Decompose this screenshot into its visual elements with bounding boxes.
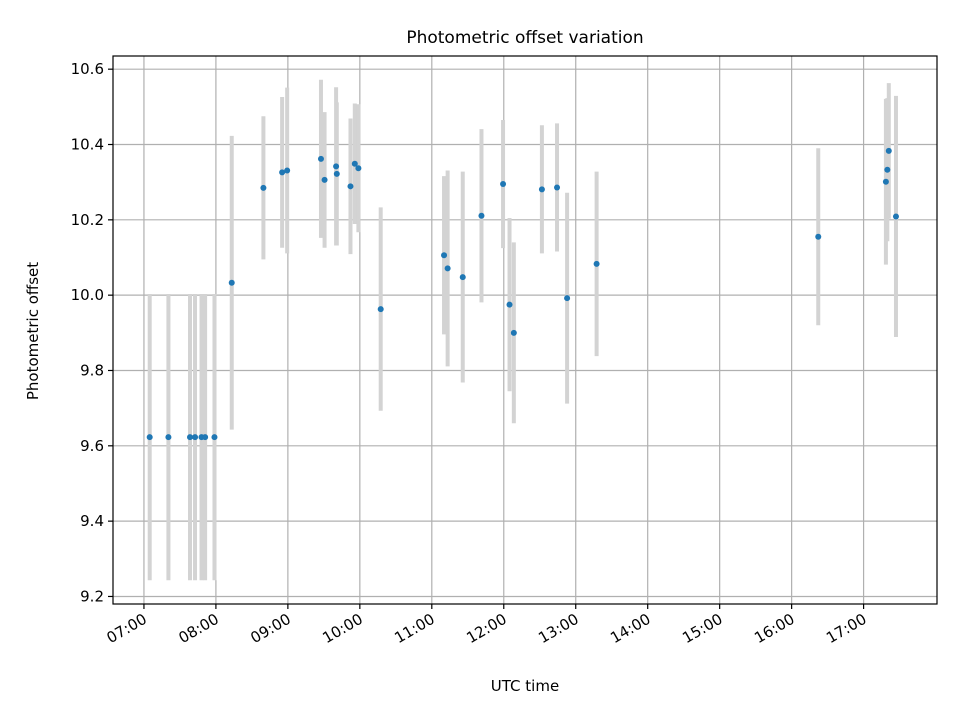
y-tick-label: 9.6 bbox=[80, 437, 104, 455]
data-point bbox=[202, 434, 209, 441]
data-point bbox=[538, 186, 545, 193]
data-point bbox=[377, 306, 384, 313]
data-point bbox=[882, 178, 889, 185]
data-point bbox=[355, 165, 362, 172]
data-point bbox=[284, 167, 291, 174]
data-point bbox=[347, 183, 354, 190]
data-point bbox=[500, 181, 507, 188]
data-point bbox=[211, 434, 218, 441]
y-tick-label: 10.6 bbox=[71, 60, 104, 78]
y-tick-label: 10.2 bbox=[71, 211, 104, 229]
data-point bbox=[459, 274, 466, 281]
y-tick-label: 10.4 bbox=[71, 136, 104, 154]
chart-title: Photometric offset variation bbox=[406, 28, 643, 48]
data-points bbox=[146, 147, 899, 441]
y-axis-ticks: 9.2 9.4 9.6 9.8 10.0 10.2 10.4 10.6 bbox=[71, 60, 113, 605]
data-point bbox=[441, 252, 448, 259]
data-point bbox=[146, 434, 153, 441]
data-point bbox=[333, 170, 340, 177]
data-point bbox=[187, 434, 194, 441]
data-point bbox=[260, 184, 267, 191]
data-point bbox=[510, 329, 517, 336]
data-point bbox=[165, 434, 172, 441]
data-point bbox=[815, 233, 822, 240]
plot-frame bbox=[112, 55, 938, 605]
data-point bbox=[333, 163, 340, 170]
data-point bbox=[444, 265, 451, 272]
data-point bbox=[506, 301, 513, 308]
data-point bbox=[478, 212, 485, 219]
data-point bbox=[192, 434, 199, 441]
data-point bbox=[564, 295, 571, 302]
data-point bbox=[228, 279, 235, 286]
data-point bbox=[554, 184, 561, 191]
data-point bbox=[593, 260, 600, 267]
data-point bbox=[892, 213, 899, 220]
y-axis-label: Photometric offset bbox=[24, 262, 42, 400]
x-axis-label: UTC time bbox=[491, 677, 559, 695]
y-tick-label: 9.8 bbox=[80, 361, 104, 379]
data-point bbox=[885, 147, 892, 154]
data-point bbox=[317, 155, 324, 162]
data-point bbox=[351, 160, 358, 167]
y-tick-label: 10.0 bbox=[71, 286, 104, 304]
data-point bbox=[884, 166, 891, 173]
data-point bbox=[279, 169, 286, 176]
y-tick-label: 9.4 bbox=[80, 512, 104, 530]
y-tick-label: 9.2 bbox=[80, 587, 104, 605]
data-point bbox=[321, 176, 328, 183]
